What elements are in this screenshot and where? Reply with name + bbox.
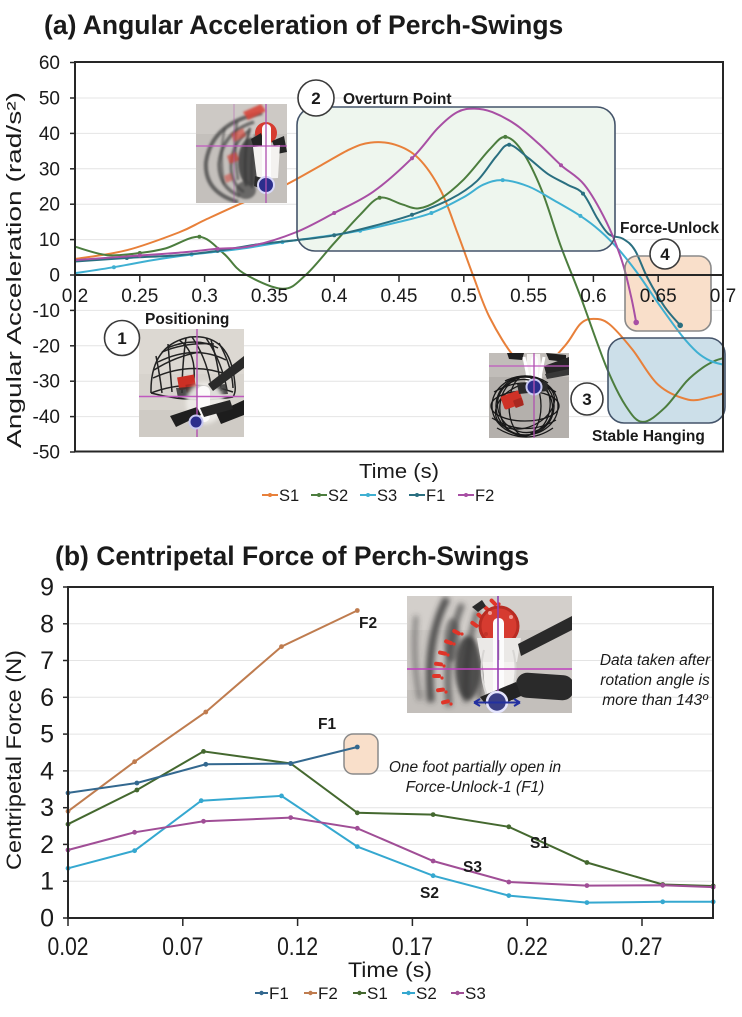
- svg-text:F2: F2: [359, 615, 377, 632]
- svg-text:S3: S3: [463, 859, 482, 876]
- svg-text:S1: S1: [530, 835, 549, 852]
- svg-text:0: 0: [49, 266, 60, 287]
- svg-text:0.17: 0.17: [392, 933, 433, 961]
- svg-text:S3: S3: [465, 984, 486, 1003]
- svg-text:Time (s): Time (s): [359, 460, 439, 483]
- svg-text:-30: -30: [33, 372, 60, 393]
- svg-text:0.07: 0.07: [162, 933, 203, 961]
- svg-text:0.45: 0.45: [381, 286, 418, 307]
- svg-text:(b) Centripetal Force of Perch: (b) Centripetal Force of Perch-Swings: [55, 541, 529, 571]
- svg-text:Time (s): Time (s): [348, 959, 432, 982]
- svg-text:2: 2: [311, 89, 320, 108]
- svg-text:0.55: 0.55: [510, 286, 547, 307]
- svg-text:S1: S1: [279, 487, 299, 505]
- svg-text:0.12: 0.12: [277, 933, 318, 961]
- svg-text:-50: -50: [33, 443, 60, 464]
- svg-text:10: 10: [39, 230, 60, 251]
- svg-text:One foot partially open in: One foot partially open in: [389, 759, 561, 776]
- svg-text:0.2: 0.2: [62, 286, 88, 307]
- svg-text:Centripetal Force (N): Centripetal Force (N): [3, 650, 26, 870]
- svg-text:S2: S2: [328, 487, 348, 505]
- svg-text:0.6: 0.6: [580, 286, 606, 307]
- svg-text:8: 8: [40, 610, 54, 638]
- svg-text:Angular Acceleration (rad/s²): Angular Acceleration (rad/s²): [4, 92, 26, 448]
- svg-text:4: 4: [660, 245, 670, 264]
- svg-text:F1: F1: [269, 984, 289, 1003]
- svg-text:Positioning: Positioning: [145, 311, 229, 328]
- svg-text:0.3: 0.3: [191, 286, 217, 307]
- svg-text:Overturn Point: Overturn Point: [343, 91, 452, 108]
- svg-text:0.25: 0.25: [121, 286, 158, 307]
- svg-text:6: 6: [40, 684, 54, 712]
- svg-text:0.27: 0.27: [622, 933, 663, 961]
- svg-text:30: 30: [39, 159, 60, 180]
- svg-text:0.5: 0.5: [451, 286, 477, 307]
- svg-text:0.7: 0.7: [710, 286, 736, 307]
- svg-text:Stable Hanging: Stable Hanging: [592, 428, 705, 445]
- svg-text:9: 9: [40, 574, 54, 602]
- svg-text:0: 0: [40, 905, 54, 933]
- svg-text:S1: S1: [367, 984, 388, 1003]
- svg-text:40: 40: [39, 124, 60, 145]
- svg-text:7: 7: [40, 647, 54, 675]
- svg-text:4: 4: [40, 757, 54, 785]
- svg-text:F1: F1: [426, 487, 445, 505]
- svg-text:S2: S2: [420, 885, 439, 902]
- svg-text:0.02: 0.02: [48, 933, 89, 961]
- svg-text:rotation angle is: rotation angle is: [600, 672, 710, 689]
- svg-text:0.35: 0.35: [251, 286, 288, 307]
- svg-text:0.22: 0.22: [507, 933, 548, 961]
- svg-text:1: 1: [117, 329, 126, 348]
- svg-text:20: 20: [39, 195, 60, 216]
- svg-text:Force-Unlock-1 (F1): Force-Unlock-1 (F1): [406, 779, 545, 796]
- svg-text:0.65: 0.65: [640, 286, 677, 307]
- svg-text:S2: S2: [416, 984, 437, 1003]
- svg-text:F2: F2: [475, 487, 494, 505]
- svg-text:-10: -10: [33, 301, 60, 322]
- svg-text:-40: -40: [33, 407, 60, 428]
- svg-text:3: 3: [582, 390, 591, 409]
- svg-text:-20: -20: [33, 336, 60, 357]
- svg-text:50: 50: [39, 89, 60, 110]
- svg-text:1: 1: [40, 868, 54, 896]
- svg-text:5: 5: [40, 721, 54, 749]
- svg-text:3: 3: [40, 794, 54, 822]
- svg-text:0.4: 0.4: [321, 286, 348, 307]
- svg-text:F1: F1: [318, 716, 336, 733]
- svg-text:more than 143º: more than 143º: [602, 692, 709, 709]
- svg-text:S3: S3: [377, 487, 397, 505]
- svg-text:F2: F2: [318, 984, 338, 1003]
- svg-text:Data taken after: Data taken after: [600, 652, 711, 669]
- svg-text:Force-Unlock: Force-Unlock: [620, 220, 719, 237]
- svg-text:(a) Angular Acceleration of Pe: (a) Angular Acceleration of Perch-Swings: [44, 10, 563, 40]
- svg-text:60: 60: [39, 53, 60, 74]
- svg-text:2: 2: [40, 831, 54, 859]
